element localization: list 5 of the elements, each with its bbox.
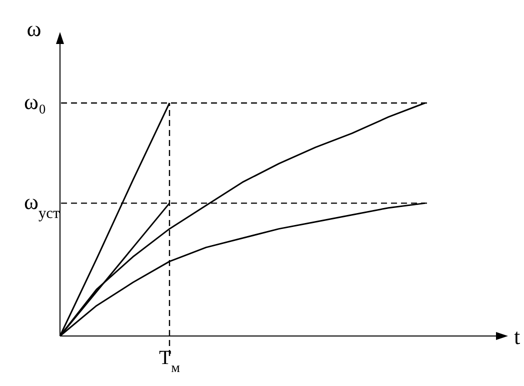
ref-line-label: ω₀ xyxy=(24,89,46,114)
ref-line-label: ω$_{уст}$ xyxy=(24,189,60,222)
text: T$_{м}$ xyxy=(158,347,180,376)
x-axis-title: t xyxy=(514,324,520,349)
y-axis-title: ω xyxy=(26,16,42,41)
